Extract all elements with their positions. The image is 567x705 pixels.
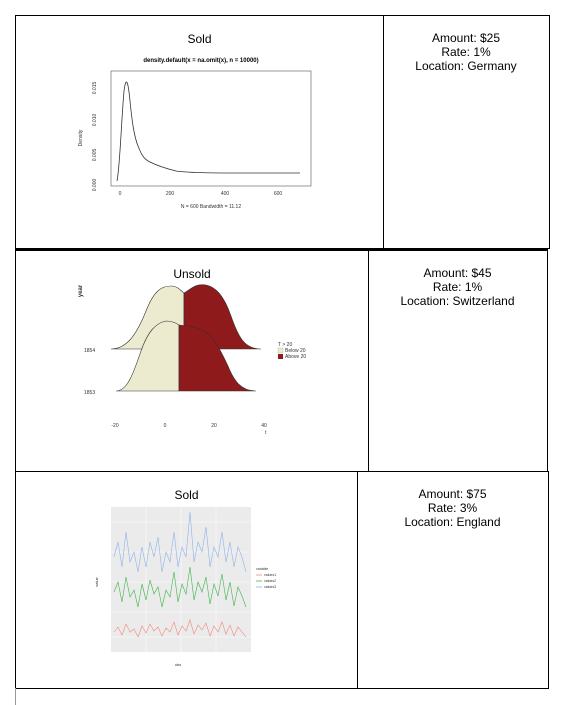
legend-label-below: Below 20 — [285, 348, 306, 354]
density-curve — [116, 81, 300, 182]
series-values1 — [113, 619, 247, 638]
listing-row-3: Sold value obs variable values1 values2 — [15, 471, 549, 689]
density-y-tick-1: 0.005 — [92, 149, 98, 162]
density-plot-title: density.default(x = na.omit(x), n = 1000… — [143, 58, 258, 64]
listing-1-rate: Rate: 1% — [441, 45, 491, 59]
density-x-ticks: 0 200 400 600 — [119, 191, 283, 197]
table-continuation-line — [15, 688, 16, 705]
density-plot-frame — [110, 70, 312, 187]
listing-1-status: Sold — [187, 32, 212, 46]
ridgeline-x-tick-0: -20 — [111, 423, 118, 429]
ridgeline-y-tick-1854: 1854 — [84, 348, 95, 354]
listing-1-info-cell: Amount: $25 Rate: 1% Location: Germany — [383, 16, 549, 248]
multi-line-legend-values2: values2 — [264, 579, 276, 583]
multi-line-plot: value obs variable values1 values2 value… — [94, 507, 276, 667]
legend-swatch-below — [277, 347, 284, 354]
density-x-tick-1: 200 — [166, 191, 175, 197]
listing-1-location: Location: Germany — [415, 59, 517, 73]
ridgeline-x-label: t — [265, 430, 267, 436]
density-y-tick-2: 0.010 — [92, 114, 98, 127]
series-values2 — [113, 566, 247, 608]
ridgeline-y-label: year — [78, 284, 84, 297]
legend-swatch-above — [278, 354, 283, 359]
ridge-1853-above — [178, 324, 257, 392]
ridgeline-y-tick-1853: 1853 — [84, 390, 95, 396]
listing-1-amount: Amount: $25 — [431, 31, 501, 45]
ridgeline-x-tick-1: 0 — [164, 423, 167, 429]
listing-2-status: Unsold — [173, 267, 211, 281]
ridgeline-y-ticks: 1854 1853 — [84, 348, 95, 396]
density-plot: density.default(x = na.omit(x), n = 1000… — [78, 58, 312, 210]
listing-row-1: Sold density.default(x = na.omit(x), n =… — [15, 15, 550, 249]
listing-3-info-cell: Amount: $75 Rate: 3% Location: England — [357, 472, 548, 688]
ridgeline-x-tick-3: 40 — [261, 423, 267, 429]
density-y-tick-0: 0.000 — [92, 179, 98, 192]
listing-2-rate: Rate: 1% — [432, 280, 483, 294]
listing-3-location: Location: England — [404, 515, 501, 529]
density-y-ticks: 0.000 0.005 0.010 0.015 — [92, 82, 98, 192]
multi-line-legend-title: variable — [256, 567, 268, 571]
multi-line-legend-values3: values3 — [264, 585, 276, 589]
listing-3-chart-cell: Sold value obs variable values1 values2 — [16, 472, 358, 688]
listing-2-info-cell: Amount: $45 Rate: 1% Location: Switzerla… — [368, 251, 547, 471]
multi-line-legend: variable values1 values2 values3 — [256, 567, 276, 589]
listing-1-chart-cell: Sold density.default(x = na.omit(x), n =… — [16, 16, 384, 248]
listing-row-2: Unsold year 1854 1853 -20 0 20 40 t T > … — [15, 249, 548, 472]
ridgeline-x-tick-2: 20 — [211, 423, 217, 429]
multi-line-legend-values1: values1 — [264, 573, 276, 577]
density-x-tick-0: 0 — [119, 191, 122, 197]
multi-line-x-label: obs — [175, 662, 181, 667]
multi-line-y-label: value — [94, 576, 99, 586]
series-values3 — [113, 511, 247, 573]
ridgeline-legend: T > 20 Below 20 Above 20 — [277, 342, 306, 360]
listing-3-status: Sold — [174, 488, 199, 502]
density-x-tick-3: 600 — [274, 191, 283, 197]
ridge-1853-below — [115, 320, 180, 392]
listing-2-chart-cell: Unsold year 1854 1853 -20 0 20 40 t T > … — [16, 251, 369, 471]
ridgeline-plot: year 1854 1853 -20 0 20 40 t T > 20 Belo… — [78, 284, 306, 436]
listing-2-amount: Amount: $45 — [423, 266, 492, 280]
legend-label-above: Above 20 — [285, 354, 306, 360]
listing-3-amount: Amount: $75 — [418, 487, 487, 501]
density-y-tick-3: 0.015 — [92, 82, 98, 95]
listing-3-rate: Rate: 3% — [427, 501, 478, 515]
density-y-label: Density — [78, 129, 84, 146]
ridgeline-legend-title: T > 20 — [278, 342, 292, 348]
density-x-tick-2: 400 — [221, 191, 230, 197]
ridgeline-x-ticks: -20 0 20 40 — [111, 423, 267, 429]
listing-2-location: Location: Switzerland — [400, 294, 515, 308]
density-x-label: N = 600 Bandwidth = 11.12 — [181, 204, 241, 210]
